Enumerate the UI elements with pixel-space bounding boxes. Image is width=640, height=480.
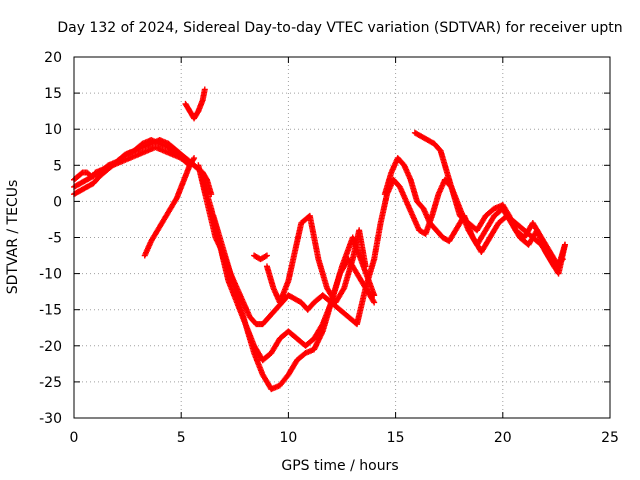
y-tick-label: 10: [44, 122, 62, 138]
y-tick-label: -5: [48, 231, 62, 247]
data-point: [191, 155, 198, 162]
y-tick-label: -15: [39, 303, 62, 319]
y-tick-label: 20: [44, 50, 62, 66]
series-afternoon-c: [411, 129, 568, 270]
x-tick-label: 5: [177, 430, 186, 446]
series-morning-rise: [141, 155, 198, 259]
x-axis-label: GPS time / hours: [281, 458, 398, 474]
y-tick-label: -10: [39, 267, 62, 283]
data-point: [263, 252, 270, 259]
x-tick-label: 10: [279, 430, 297, 446]
series-early-arc-c: [71, 137, 206, 183]
data-point: [362, 263, 369, 270]
x-tick-label: 15: [387, 430, 405, 446]
y-tick-label: -20: [39, 339, 62, 355]
data-point: [371, 299, 378, 306]
series-isolated-arc: [182, 86, 208, 122]
series-deep-trough: [210, 212, 378, 393]
x-tick-label: 25: [601, 430, 619, 446]
plot-frame: [73, 56, 611, 419]
data-point: [208, 191, 215, 198]
chart-title: Day 132 of 2024, Sidereal Day-to-day VTE…: [57, 20, 622, 36]
data-point: [371, 292, 378, 299]
x-tick-label: 20: [494, 430, 512, 446]
data-point: [561, 241, 568, 248]
data-marks: [71, 86, 568, 393]
y-tick-label: 15: [44, 86, 62, 102]
x-tick-label: 0: [70, 430, 79, 446]
y-tick-label: 0: [53, 194, 62, 210]
series-short-branch: [251, 252, 270, 263]
data-point: [262, 253, 269, 260]
data-point: [201, 86, 208, 93]
y-tick-label: -25: [39, 375, 62, 391]
series-mid-branch: [263, 212, 369, 306]
data-point: [190, 156, 197, 163]
y-tick-label: 5: [53, 158, 62, 174]
axes: 0 5 10 15 20 25 -30 -25 -20 -15 -10 -5 0 5 10 15 20: [39, 50, 619, 446]
y-axis-label: SDTVAR / TECUs: [5, 180, 21, 295]
y-tick-label: -30: [39, 411, 62, 427]
